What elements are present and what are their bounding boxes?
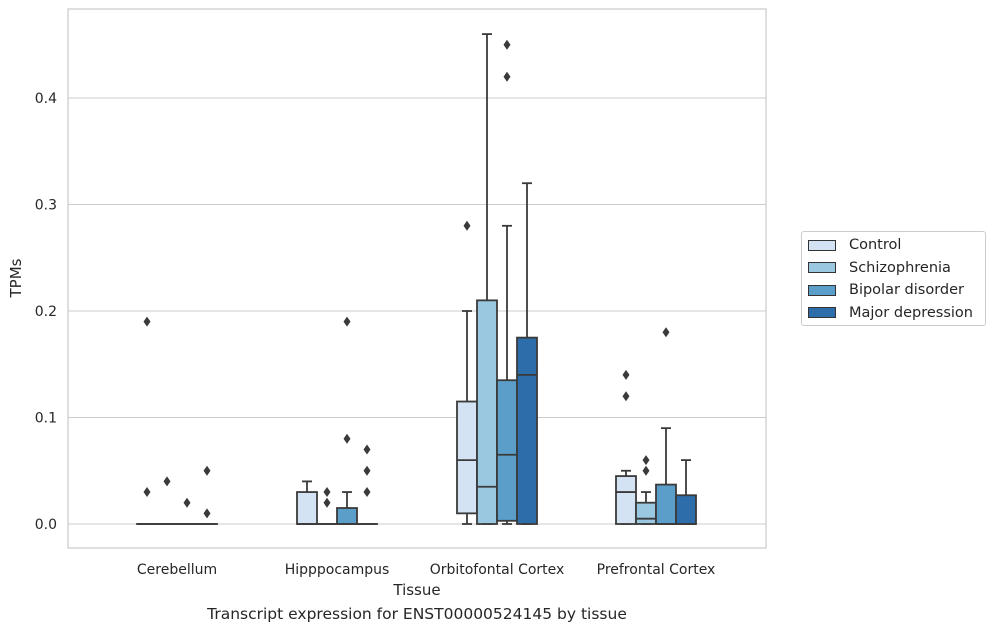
outlier-point: [183, 497, 191, 508]
box-schizophrenia: [635, 455, 657, 525]
legend-swatch: [808, 307, 836, 318]
x-tick-label: Orbitofontal Cortex: [430, 562, 565, 578]
box-major-depression: [516, 182, 538, 525]
legend-swatch: [808, 284, 836, 296]
box-body: [296, 491, 318, 525]
box-control: [136, 316, 158, 525]
outlier-point: [622, 369, 630, 380]
x-tick-labels: Cerebellum Hipppocampus Orbitofontal Corte…: [137, 562, 715, 578]
outlier-point: [463, 220, 471, 231]
outlier-point: [143, 316, 151, 327]
outlier-point: [662, 327, 670, 338]
box-schizophrenia: [156, 476, 178, 525]
x-tick-label: Hipppocampus: [285, 562, 390, 578]
legend-item: Major depression: [808, 303, 973, 323]
y-tick-label: 0.2: [35, 304, 57, 320]
box-control: [456, 220, 478, 525]
box-major-depression: [196, 465, 218, 525]
box-bipolar-disorder: [336, 316, 358, 525]
legend-item: Control: [808, 235, 901, 255]
y-tick-labels: 0.0 0.1 0.2 0.3 0.4: [35, 91, 57, 533]
outlier-point: [323, 497, 331, 508]
box-schizophrenia: [316, 487, 338, 525]
outlier-point: [622, 391, 630, 402]
legend-label: Bipolar disorder: [849, 282, 964, 298]
y-tick-label: 0.3: [35, 198, 57, 214]
chart-caption: Transcript expression for ENST0000052414…: [207, 605, 627, 623]
box-bipolar-disorder: [176, 497, 198, 525]
box-body: [655, 483, 677, 525]
box-body: [635, 501, 657, 525]
y-tick-label: 0.0: [35, 517, 57, 533]
box-body: [615, 475, 637, 525]
legend: Control Schizophrenia Bipolar disorder Majo…: [801, 231, 986, 326]
box-body: [496, 379, 518, 522]
legend-label: Control: [849, 237, 902, 253]
y-axis-label: TPMs: [7, 258, 25, 298]
x-tick-label: Cerebellum: [137, 562, 217, 578]
box-schizophrenia: [476, 33, 498, 525]
outlier-point: [363, 444, 371, 455]
outlier-point: [343, 316, 351, 327]
box-bipolar-disorder: [655, 327, 677, 525]
legend-item: Schizophrenia: [808, 258, 951, 278]
legend-item: Bipolar disorder: [808, 280, 964, 300]
outlier-point: [143, 487, 151, 498]
box-body: [336, 507, 358, 525]
outlier-point: [363, 487, 371, 498]
box-body: [456, 400, 478, 515]
outlier-point: [163, 476, 171, 487]
box-major-depression: [356, 444, 378, 525]
x-axis-label: Tissue: [392, 581, 440, 599]
outlier-point: [323, 487, 331, 498]
outlier-point: [343, 433, 351, 444]
y-tick-label: 0.1: [35, 411, 57, 427]
box-control: [296, 480, 318, 525]
box-body: [476, 299, 498, 525]
gridlines: [68, 97, 766, 525]
box-marks: [136, 33, 697, 525]
box-bipolar-disorder: [496, 39, 518, 525]
outlier-point: [203, 465, 211, 476]
box-body: [516, 336, 538, 525]
legend-swatch: [808, 262, 836, 273]
legend-label: Schizophrenia: [849, 259, 951, 276]
outlier-point: [363, 465, 371, 476]
outlier-point: [503, 39, 511, 50]
x-tick-label: Prefrontal Cortex: [597, 562, 716, 578]
legend-label: Major depression: [849, 304, 973, 321]
outlier-point: [503, 71, 511, 82]
plot-frame: [67, 8, 767, 549]
outlier-point: [642, 465, 650, 476]
box-major-depression: [675, 459, 697, 525]
y-tick-label: 0.4: [35, 91, 57, 107]
box-control: [615, 369, 637, 525]
outlier-point: [203, 508, 211, 519]
outlier-point: [642, 455, 650, 466]
box-body: [675, 494, 697, 525]
legend-swatch: [808, 239, 836, 251]
